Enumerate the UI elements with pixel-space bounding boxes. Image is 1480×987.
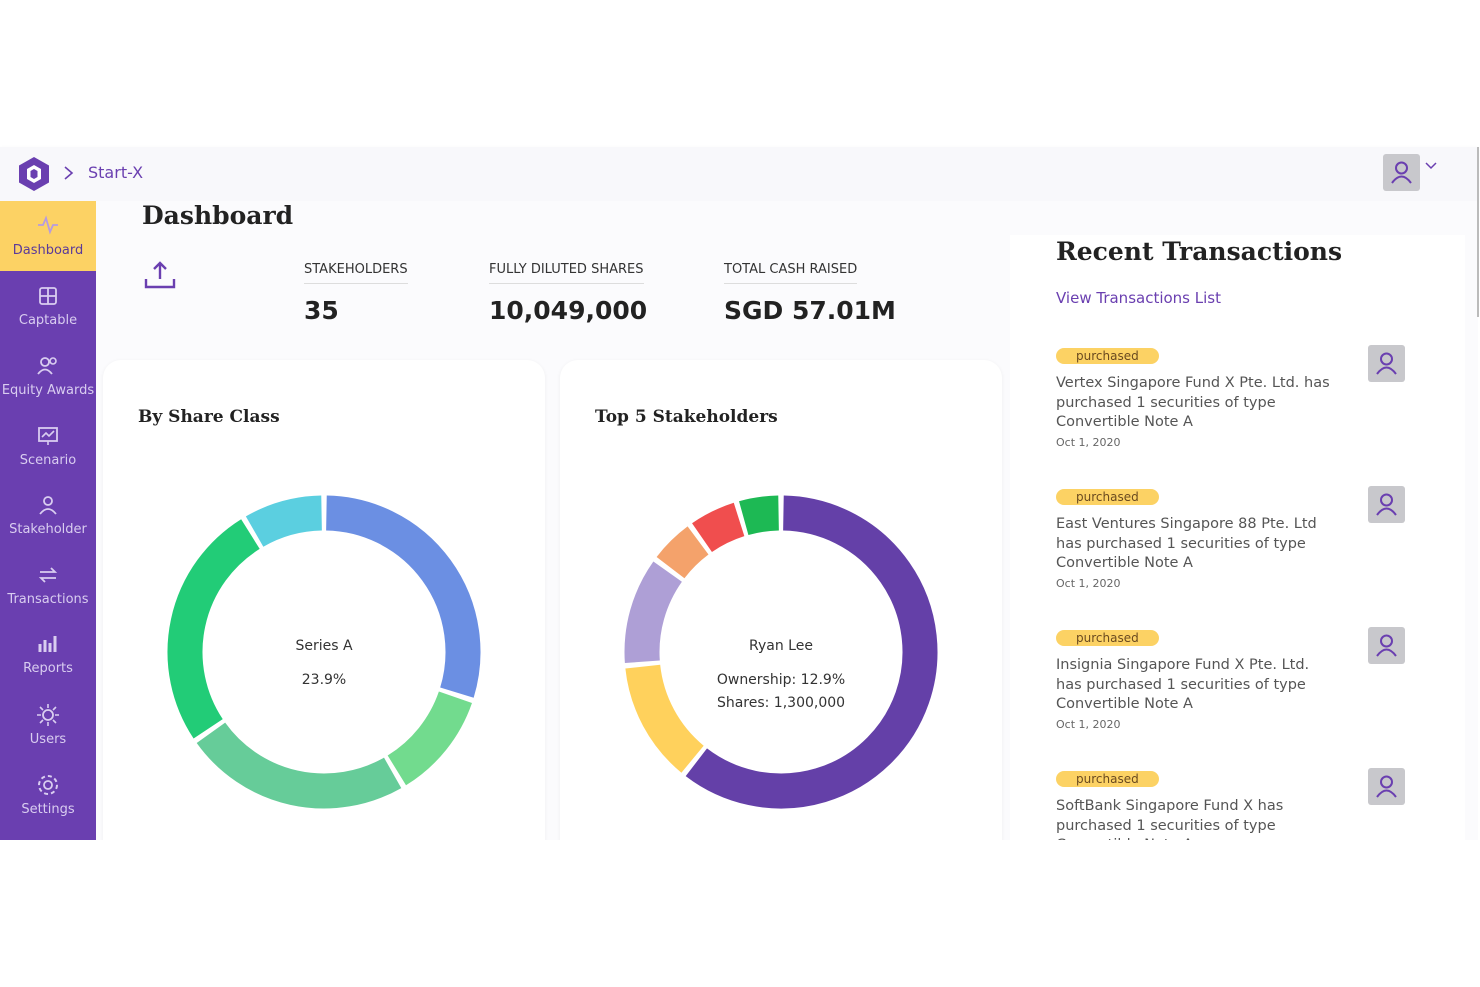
donut-segment[interactable] [656, 526, 709, 579]
page-title: Dashboard [142, 201, 294, 230]
center-label: Ownership: 12.9% [717, 672, 845, 688]
header: Start-X [0, 147, 1478, 201]
stat-label: STAKEHOLDERS [304, 262, 408, 284]
nav-label: Dashboard [12, 243, 84, 258]
nav-item[interactable]: Users [0, 690, 96, 760]
nav-label: Reports [23, 661, 73, 676]
chart-title: By Share Class [138, 407, 280, 427]
nav-item[interactable]: Stakeholder [0, 480, 96, 550]
transaction-date: Oct 1, 2020 [1056, 717, 1121, 731]
stakeholder-avatar[interactable] [1368, 627, 1405, 664]
donut-segment[interactable] [387, 691, 472, 786]
nav-label: Settings [21, 802, 75, 817]
stat-value: 35 [304, 296, 339, 325]
nav-label: Captable [18, 313, 78, 328]
nav-item[interactable]: Reports [0, 619, 96, 689]
status-badge: purchased [1056, 489, 1159, 505]
transaction: purchased East Ventures Singapore 88 Pte.… [1056, 486, 1456, 590]
stakeholder-avatar[interactable] [1368, 486, 1405, 523]
donut-segment[interactable] [692, 502, 745, 553]
nav-icon [39, 287, 57, 305]
nav-icon [37, 704, 59, 726]
donut-segment[interactable] [739, 495, 780, 536]
chart-card: By Share Class Series A 23.9% [103, 360, 545, 840]
nav-icon [38, 567, 58, 583]
scrollbar [1477, 147, 1479, 317]
nav-label: Transactions [7, 592, 89, 607]
breadcrumb-chevron [64, 166, 74, 180]
transaction-text: East Ventures Singapore 88 Pte. Ltd has … [1056, 516, 1317, 571]
transaction-text: SoftBank Singapore Fund X has purchased … [1056, 798, 1284, 840]
center-label: Shares: 1,300,000 [717, 695, 845, 711]
chart-card: Top 5 Stakeholders Ryan Lee Ownership: 12.… [560, 360, 1002, 840]
stat-value-wrap: 35 [304, 296, 408, 325]
transaction-date: Oct 1, 2020 [1056, 576, 1121, 590]
transaction: purchased SoftBank Singapore Fund X has p… [1056, 768, 1456, 840]
donut-segment[interactable] [624, 561, 683, 664]
stakeholder-avatar[interactable] [1368, 345, 1405, 382]
chart-title: Top 5 Stakeholders [595, 407, 778, 427]
transaction: purchased Vertex Singapore Fund X Pte. Lt… [1056, 345, 1456, 449]
stat-label: FULLY DILUTED SHARES [489, 262, 644, 284]
stat-value-wrap: 10,049,000 [489, 296, 647, 325]
nav-label: Equity Awards [1, 383, 95, 398]
nav-item[interactable]: Dashboard [0, 201, 96, 271]
nav-item[interactable]: Scenario [0, 411, 96, 481]
donut-segment[interactable] [167, 519, 261, 739]
user-menu-caret[interactable] [1425, 161, 1437, 171]
transaction-text: Insignia Singapore Fund X Pte. Ltd. has … [1056, 657, 1310, 712]
center-label: 23.9% [302, 672, 346, 688]
nav-icon [37, 357, 57, 375]
transaction: purchased Insignia Singapore Fund X Pte. … [1056, 627, 1456, 731]
nav-label: Users [29, 732, 67, 747]
panel-title: Recent Transactions [1056, 237, 1343, 266]
donut-segment[interactable] [625, 664, 705, 773]
nav-item[interactable]: Transactions [0, 550, 96, 620]
donut-segment[interactable] [245, 495, 323, 547]
transactions-link[interactable]: View Transactions List [1056, 289, 1221, 307]
stat-value-wrap: SGD 57.01M [724, 296, 896, 325]
status-badge: purchased [1056, 630, 1159, 646]
donut-chart: Series A 23.9% [167, 495, 481, 809]
user-avatar[interactable] [1383, 154, 1420, 191]
donut-segment[interactable] [685, 495, 938, 809]
stat: FULLY DILUTED SHARES 10,049,000 [489, 258, 647, 325]
stat-value: SGD 57.01M [724, 296, 896, 325]
transaction-date: Oct 1, 2020 [1056, 435, 1121, 449]
nav-icon [38, 775, 58, 795]
donut-segment[interactable] [196, 722, 402, 809]
nav-icon [38, 636, 57, 652]
logo[interactable] [14, 154, 54, 194]
nav-item[interactable]: Captable [0, 271, 96, 341]
transactions-panel: Recent Transactions View Transactions Li… [1010, 235, 1465, 840]
breadcrumb[interactable]: Start-X [88, 163, 144, 182]
status-badge: purchased [1056, 348, 1159, 364]
stakeholder-avatar[interactable] [1368, 768, 1405, 805]
stat-label: TOTAL CASH RAISED [724, 262, 858, 284]
nav-icon [39, 496, 57, 515]
upload-icon[interactable] [144, 259, 176, 291]
status-badge: purchased [1056, 771, 1159, 787]
stat-value: 10,049,000 [489, 296, 648, 325]
donut-chart: Ryan Lee Ownership: 12.9% Shares: 1,300,00… [624, 495, 938, 809]
transaction-text: Vertex Singapore Fund X Pte. Ltd. has pu… [1056, 375, 1330, 430]
nav-icon [38, 215, 58, 235]
nav-icon [38, 427, 58, 445]
donut-segment[interactable] [325, 495, 481, 698]
nav-label: Stakeholder [9, 522, 87, 537]
nav-label: Scenario [19, 453, 77, 468]
nav-item[interactable]: Settings [0, 760, 96, 830]
center-label: Ryan Lee [749, 638, 813, 654]
stat: STAKEHOLDERS 35 [304, 258, 408, 325]
center-label: Series A [295, 638, 353, 654]
sidebar: Dashboard Captable Equity Awards Scenario St… [0, 201, 96, 840]
nav-item[interactable]: Equity Awards [0, 341, 96, 411]
stat: TOTAL CASH RAISED SGD 57.01M [724, 258, 896, 325]
